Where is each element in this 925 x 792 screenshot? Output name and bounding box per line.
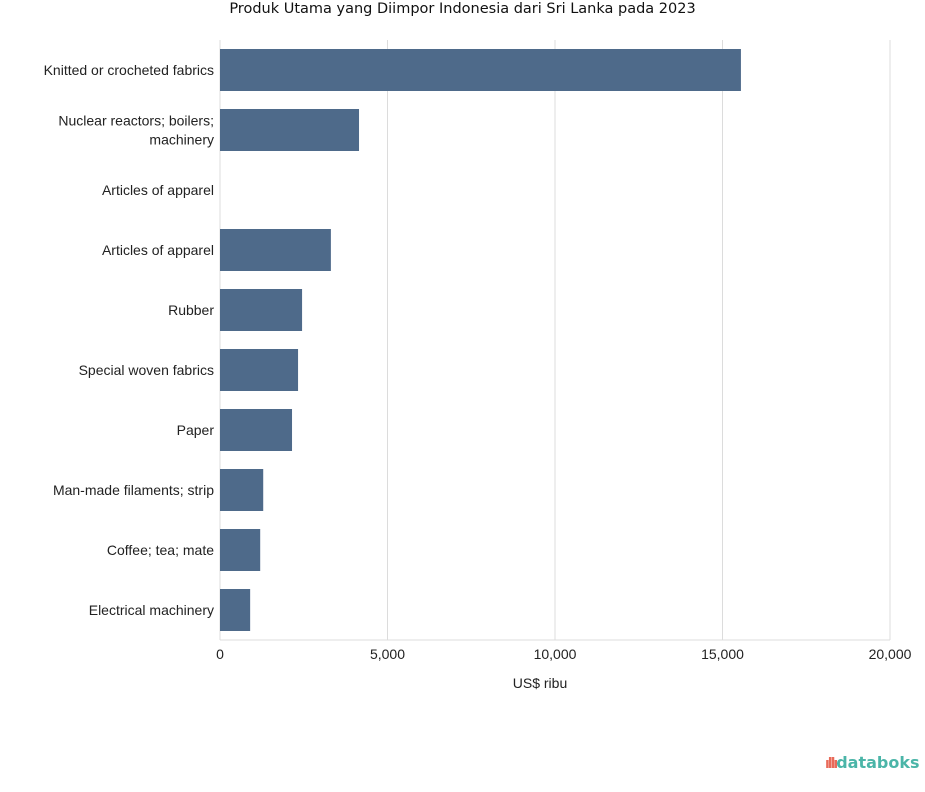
bar	[220, 289, 303, 331]
bar	[220, 229, 331, 271]
category-label: Nuclear reactors; boilers;	[58, 113, 214, 129]
x-tick-label: 5,000	[370, 646, 405, 662]
x-tick-label: 0	[216, 646, 224, 662]
x-tick-label: 10,000	[534, 646, 577, 662]
bar	[220, 589, 251, 631]
category-label: Electrical machinery	[89, 602, 214, 618]
category-label: Paper	[177, 422, 215, 438]
bar	[220, 529, 261, 571]
category-label: Articles of apparel	[102, 242, 214, 258]
bar-chart: 0 5,000 10,000 15,000 20,000 US$ ribu Knitted …	[44, 40, 912, 691]
x-axis-label: US$ ribu	[513, 675, 567, 691]
x-tick-label: 20,000	[869, 646, 912, 662]
databoks-logo: ıllıdataboks	[825, 753, 920, 772]
category-label: Knitted or crocheted fabrics	[44, 62, 214, 78]
bar	[220, 49, 741, 91]
category-label: machinery	[149, 132, 214, 148]
category-label: Special woven fabrics	[79, 362, 214, 378]
category-label: Man-made filaments; strip	[53, 482, 214, 498]
bar	[220, 349, 299, 391]
bar	[220, 469, 264, 511]
bar	[220, 109, 360, 151]
bar	[220, 409, 293, 451]
logo-text: databoks	[836, 753, 920, 772]
category-label: Rubber	[168, 302, 214, 318]
x-tick-label: 15,000	[701, 646, 744, 662]
chart-title: Produk Utama yang Diimpor Indonesia dari…	[229, 1, 696, 17]
logo-bars-icon: ıllı	[825, 756, 838, 772]
category-label: Articles of apparel	[102, 182, 214, 198]
category-label: Coffee; tea; mate	[107, 542, 214, 558]
